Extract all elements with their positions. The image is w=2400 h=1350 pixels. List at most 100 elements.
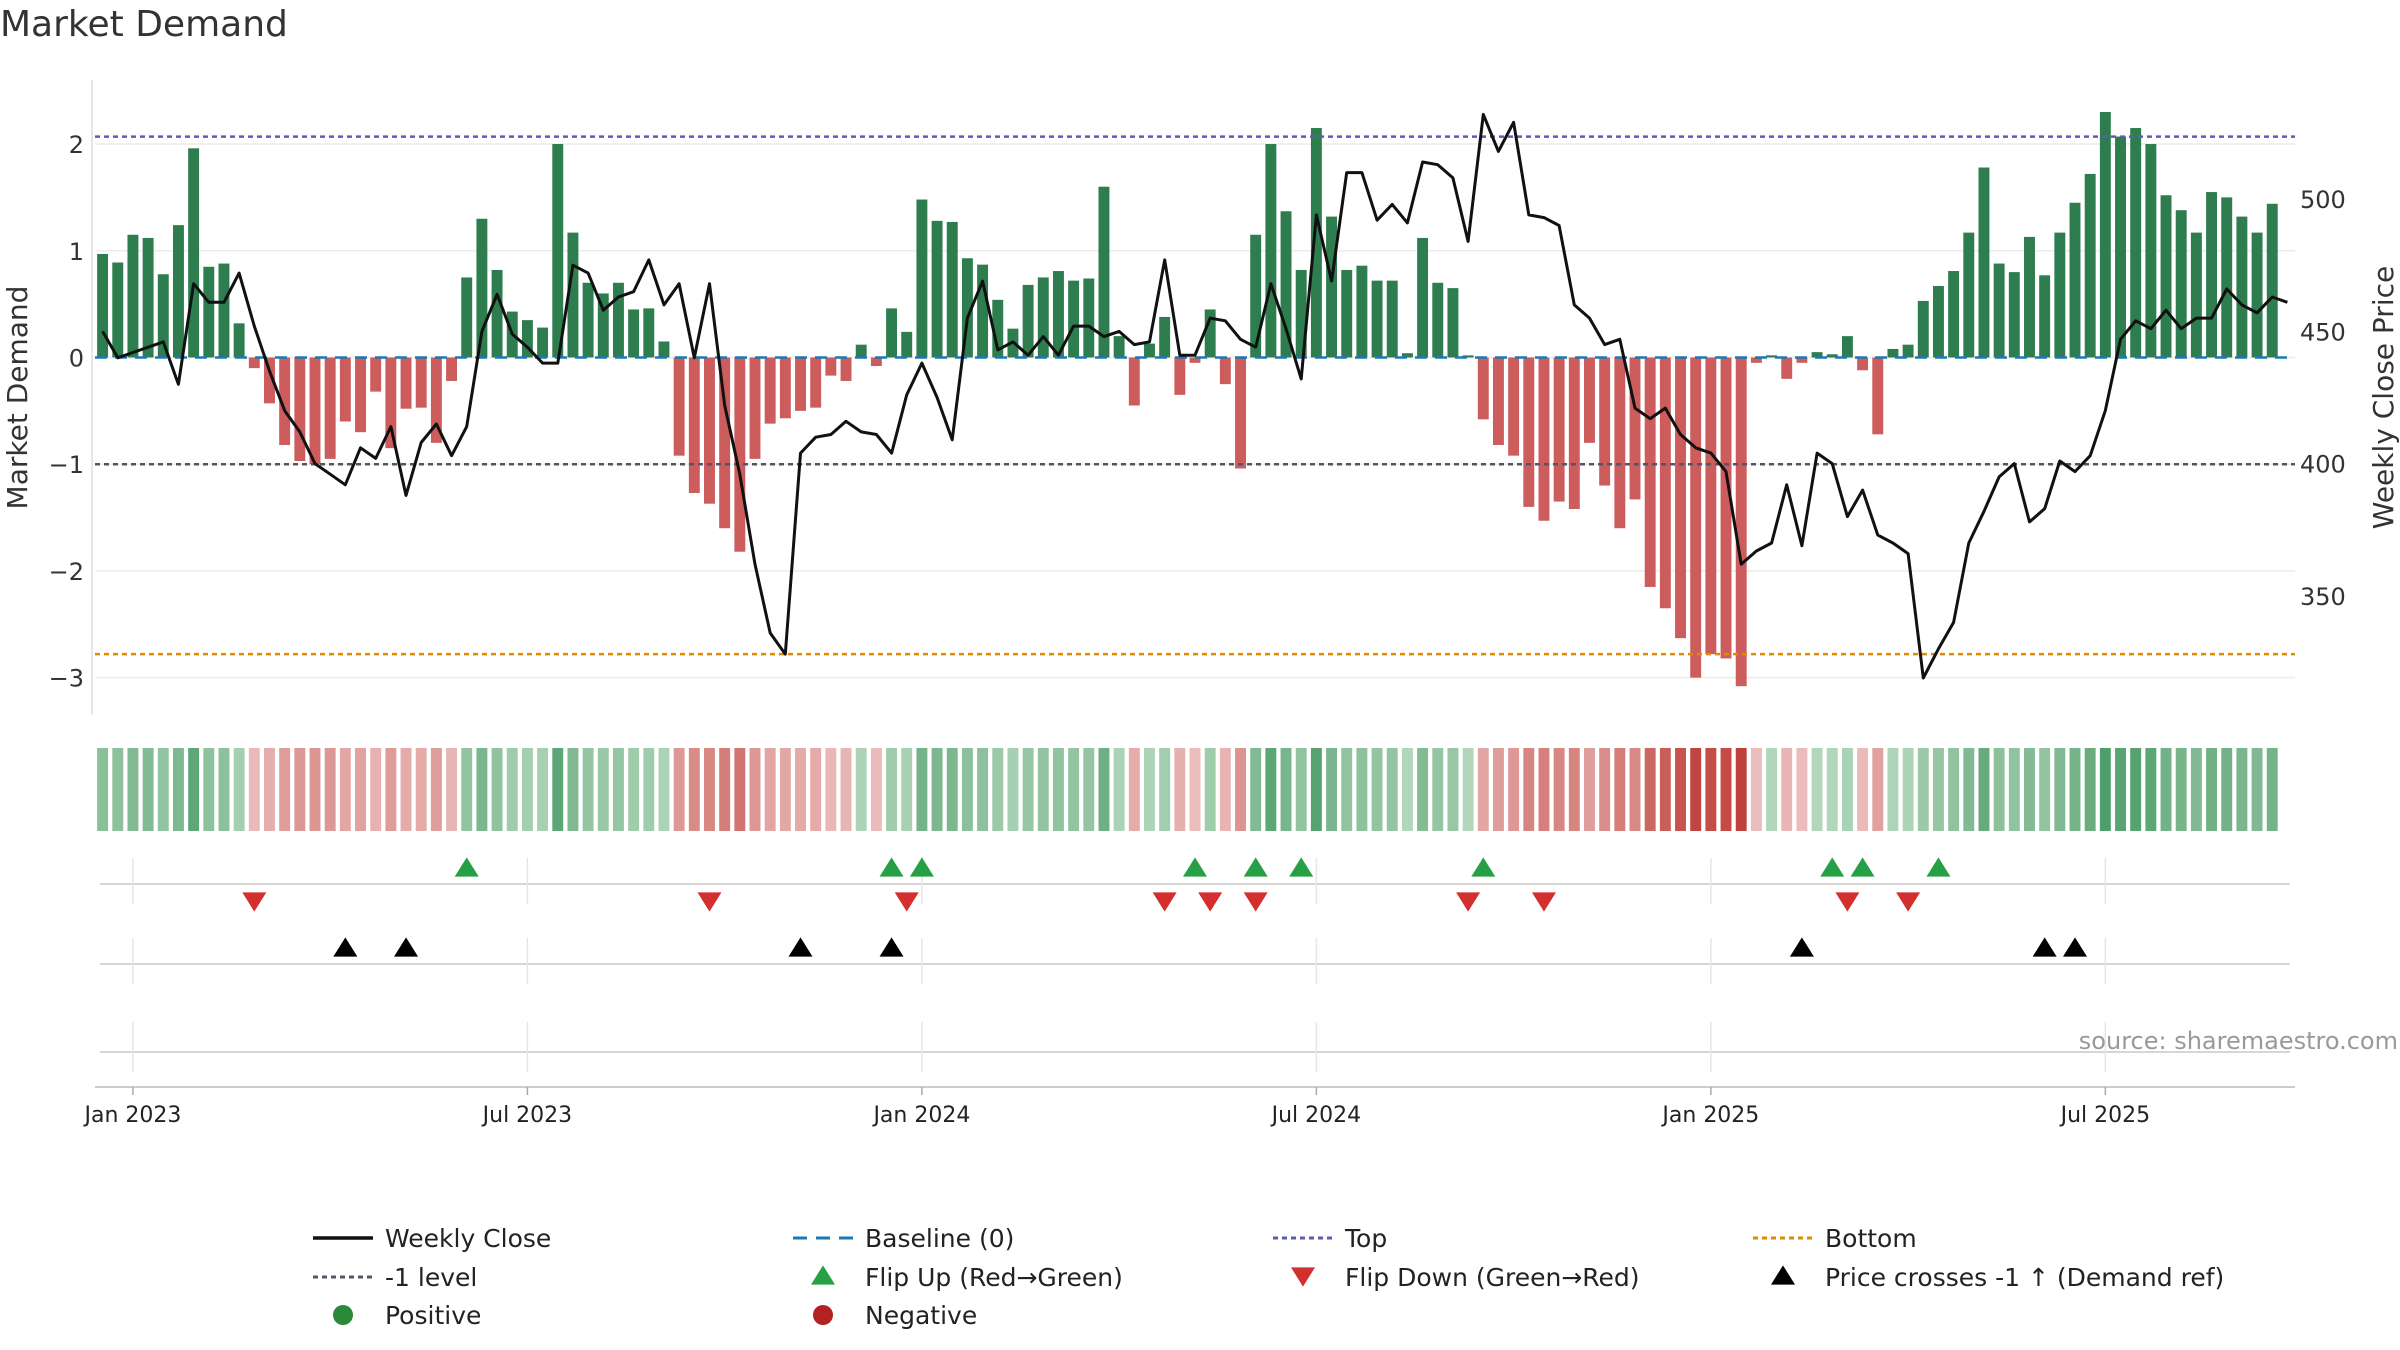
heat-strip-cell <box>673 748 685 831</box>
heat-strip-cell <box>1978 748 1990 831</box>
demand-bar <box>1720 357 1732 659</box>
heat-strip-cell <box>810 748 822 831</box>
flip-up-marker <box>879 857 904 877</box>
flip-down-marker <box>1198 892 1223 912</box>
heat-strip-cell <box>188 748 200 831</box>
legend-label: Flip Down (Green→Red) <box>1345 1263 1640 1292</box>
heat-strip-cell <box>1932 748 1944 831</box>
legend-marker-circle <box>813 1305 833 1325</box>
demand-bar <box>1735 357 1747 687</box>
demand-bar <box>688 357 700 494</box>
legend-label: Flip Up (Red→Green) <box>865 1263 1123 1292</box>
demand-bar <box>2024 236 2035 358</box>
heat-strip-cell <box>233 748 245 831</box>
heat-strip-cell <box>1781 748 1793 831</box>
demand-bar <box>1037 277 1049 358</box>
demand-bar <box>779 357 791 419</box>
demand-bar <box>1553 357 1565 502</box>
legend-label: Price crosses -1 ↑ (Demand ref) <box>1825 1263 2224 1292</box>
demand-bar <box>2175 210 2187 358</box>
demand-bar <box>612 282 624 358</box>
demand-bar <box>142 237 154 358</box>
y-axis-label-left: Market Demand <box>1 286 34 510</box>
legend-label: Bottom <box>1825 1224 1917 1253</box>
demand-bar <box>1113 336 1125 358</box>
heat-strip-cell <box>2206 748 2218 831</box>
demand-bar <box>1098 186 1110 358</box>
demand-bar <box>97 253 109 358</box>
demand-bar <box>1341 269 1353 358</box>
demand-bar <box>840 357 852 381</box>
demand-bar <box>1477 357 1489 420</box>
heat-strip-cell <box>2251 748 2263 831</box>
heat-strip-cell <box>597 748 609 831</box>
demand-bar <box>157 274 169 358</box>
demand-bar <box>1068 280 1080 358</box>
demand-bar <box>112 262 124 358</box>
y-axis-label-right: Weekly Close Price <box>2367 266 2400 529</box>
demand-bar <box>643 308 655 358</box>
heat-strip-cell <box>1083 748 1095 831</box>
heat-strip-cell <box>1735 748 1747 831</box>
heat-strip-cell <box>855 748 867 831</box>
heat-strip-cell <box>1462 748 1474 831</box>
demand-bar <box>1857 357 1869 371</box>
demand-bar <box>339 357 351 422</box>
heat-strip-cell <box>612 748 624 831</box>
legend-label: Negative <box>865 1301 977 1330</box>
flip-down-marker <box>1152 892 1177 912</box>
flip-down-marker <box>894 892 919 912</box>
demand-bar <box>385 357 397 449</box>
heat-strip-cell <box>1295 748 1307 831</box>
demand-bar <box>673 357 685 456</box>
demand-bar <box>2069 202 2081 358</box>
demand-bar <box>1189 357 1201 363</box>
demand-bar <box>977 264 989 358</box>
heat-strip-cell <box>1811 748 1823 831</box>
heat-strip-cell <box>339 748 351 831</box>
demand-bar <box>1690 357 1702 678</box>
flip-up-marker <box>1183 857 1207 877</box>
demand-bar <box>870 357 882 367</box>
heat-strip-cell <box>977 748 989 831</box>
heat-strip-cell <box>1204 748 1216 831</box>
demand-bar <box>2084 173 2096 358</box>
demand-bar <box>658 341 670 358</box>
price-cross-marker <box>394 937 419 957</box>
source-text: source: sharemaestro.com <box>2079 1027 2398 1055</box>
demand-bar <box>1235 357 1246 469</box>
demand-bar <box>415 357 427 408</box>
heat-strip-cell <box>97 748 109 831</box>
heat-strip-cell <box>1052 748 1064 831</box>
demand-bar <box>582 282 594 358</box>
heat-strip-cell <box>2024 748 2035 831</box>
demand-bar <box>855 344 867 358</box>
y-tick-label-left: 0 <box>69 344 84 372</box>
flip-down-marker <box>1835 892 1860 912</box>
flip-up-marker <box>1850 857 1875 877</box>
flip-down-marker <box>1456 892 1481 912</box>
demand-bar <box>491 269 503 358</box>
heat-strip-cell <box>734 748 746 831</box>
demand-bar <box>1447 288 1459 358</box>
flip-up-marker <box>1471 857 1496 877</box>
heat-strip-cell <box>2266 748 2278 831</box>
heat-strip-cell <box>1826 748 1838 831</box>
demand-bar <box>1675 357 1686 639</box>
x-tick-label: Jan 2025 <box>1660 1103 1759 1128</box>
heat-strip-cell <box>2130 748 2142 831</box>
x-tick-label: Jan 2023 <box>82 1103 181 1128</box>
heat-strip-cell <box>1720 748 1732 831</box>
demand-bar <box>1401 353 1413 358</box>
y-tick-label-right: 500 <box>2300 186 2346 214</box>
price-cross-marker <box>1789 937 1814 957</box>
heat-strip-cell <box>248 748 260 831</box>
heat-strip-cell <box>1265 748 1277 831</box>
heat-strip-cell <box>476 748 488 831</box>
heat-strip-cell <box>1401 748 1413 831</box>
heat-strip-cell <box>2039 748 2051 831</box>
legend-marker-triangle-down <box>1291 1267 1315 1287</box>
x-tick-label: Jan 2024 <box>871 1103 970 1128</box>
demand-bar <box>1174 357 1186 395</box>
demand-bar <box>1219 357 1231 385</box>
